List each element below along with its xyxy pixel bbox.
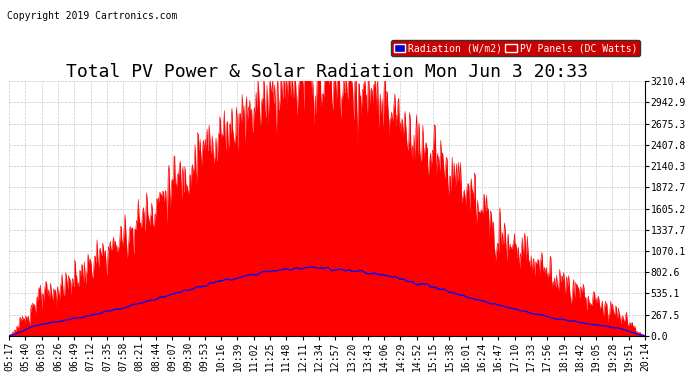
Title: Total PV Power & Solar Radiation Mon Jun 3 20:33: Total PV Power & Solar Radiation Mon Jun… — [66, 63, 588, 81]
Text: Copyright 2019 Cartronics.com: Copyright 2019 Cartronics.com — [7, 11, 177, 21]
Legend: Radiation (W/m2), PV Panels (DC Watts): Radiation (W/m2), PV Panels (DC Watts) — [391, 40, 640, 56]
